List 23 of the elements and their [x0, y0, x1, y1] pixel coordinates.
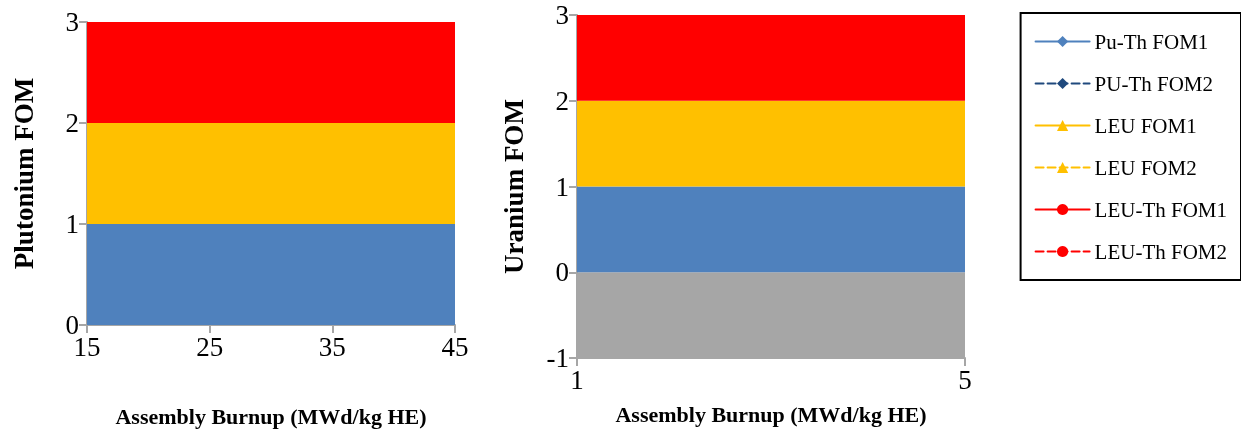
legend-label: Pu-Th FOM1 [1094, 29, 1209, 54]
legend-label: PU-Th FOM2 [1094, 71, 1214, 96]
legend-label: LEU-Th FOM1 [1094, 197, 1228, 222]
y-tick-label: 1 [555, 171, 569, 202]
x-axis-title: Assembly Burnup (MWd/kg HE) [615, 401, 927, 427]
x-tick-label: 45 [441, 331, 469, 362]
y-tick-label: 3 [65, 7, 79, 37]
y-axis-title: Uranium FOM [498, 99, 529, 274]
y-tick-label: 0 [65, 310, 79, 340]
x-axis-title: Assembly Burnup (MWd/kg HE) [115, 403, 427, 429]
legend-label: LEU FOM1 [1094, 113, 1197, 138]
x-tick-label: 35 [318, 331, 346, 362]
x-tick-label: 25 [196, 331, 224, 362]
y-tick-label: -1 [546, 343, 569, 373]
y-tick-label: 0 [555, 257, 569, 288]
y-tick-label: 2 [65, 108, 79, 138]
y-tick-label: 1 [65, 209, 79, 239]
x-tick-label: 5 [958, 364, 972, 395]
y-tick-label: 2 [555, 85, 569, 116]
y-tick-label: 3 [555, 0, 569, 30]
legend-label: LEU FOM2 [1094, 155, 1197, 180]
y-axis-title: Plutonium FOM [8, 77, 39, 270]
legend-label: LEU-Th FOM2 [1094, 239, 1228, 264]
